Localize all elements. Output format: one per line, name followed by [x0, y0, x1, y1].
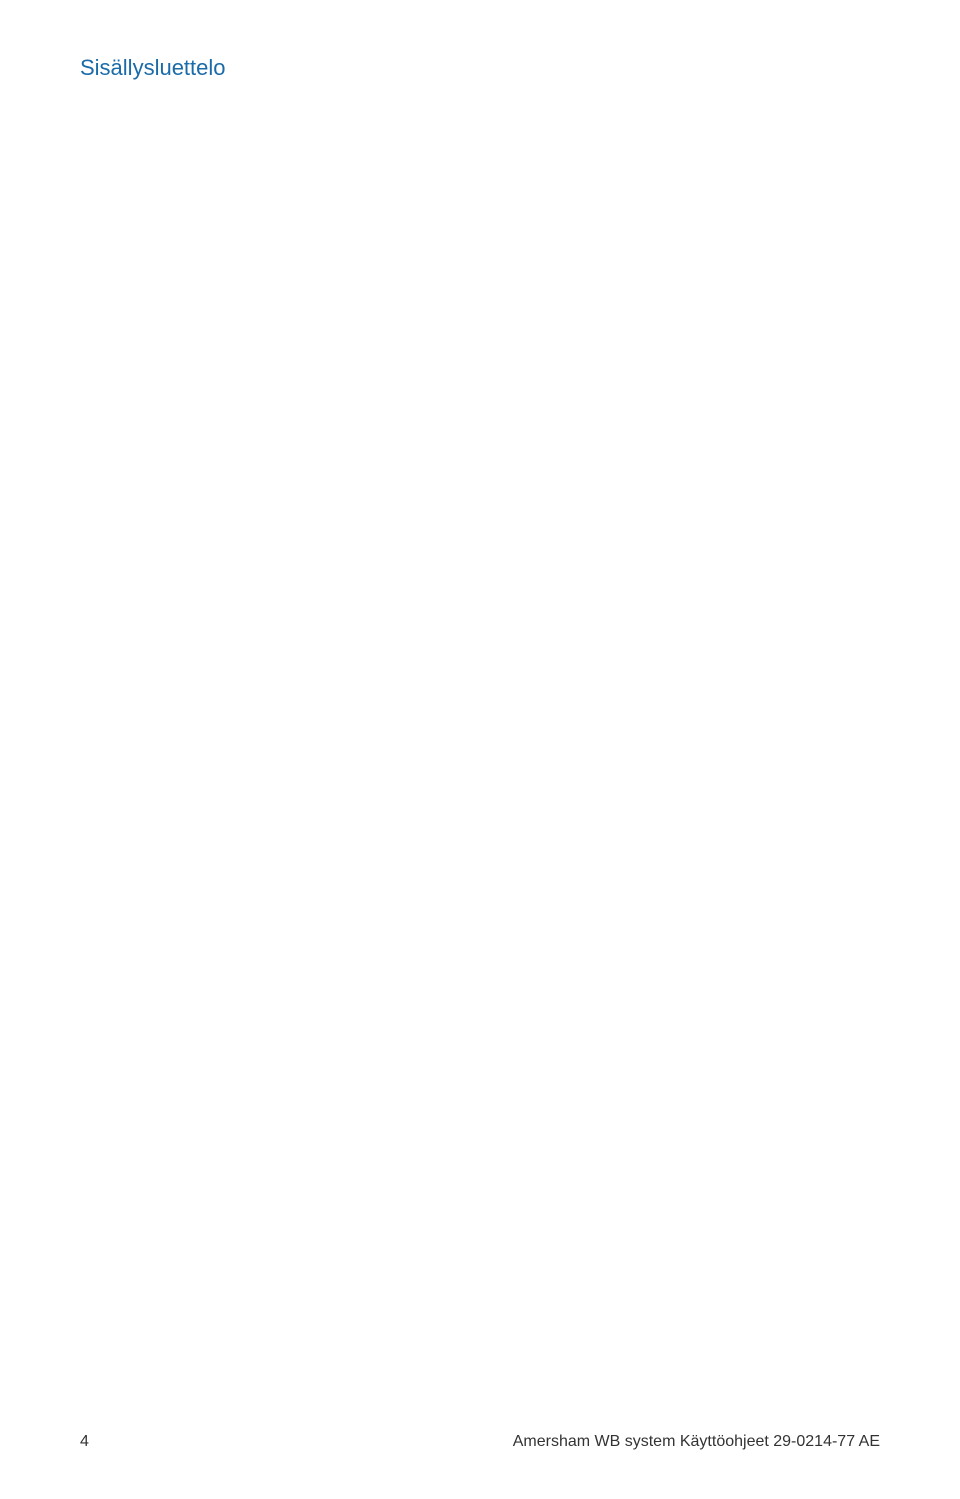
page-footer: 4 Amersham WB system Käyttöohjeet 29-021…: [80, 1433, 880, 1451]
footer-doc-id: Amersham WB system Käyttöohjeet 29-0214-…: [513, 1433, 880, 1451]
toc-heading: Sisällysluettelo: [80, 55, 880, 81]
footer-page-number: 4: [80, 1433, 89, 1451]
